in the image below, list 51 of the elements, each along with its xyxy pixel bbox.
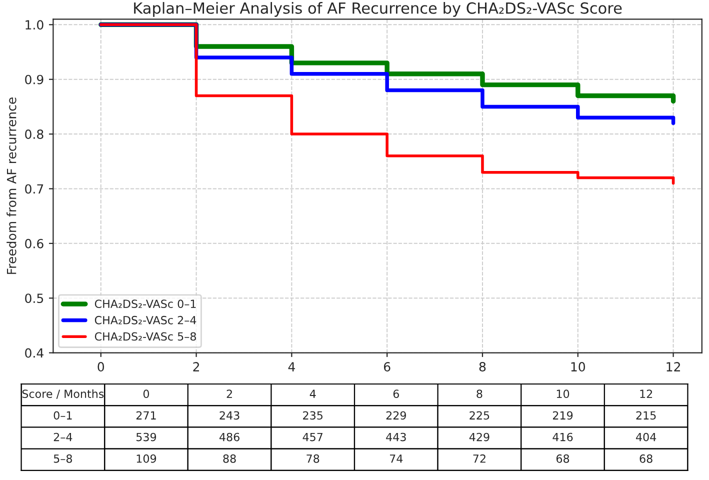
data-label: 225 (470, 411, 490, 420)
x-tick-label: 0 (143, 390, 150, 398)
y-tick-label: 0.8 (25, 130, 44, 139)
data-label: 78 (306, 454, 320, 463)
data-label: 215 (636, 411, 656, 420)
data-label: 416 (552, 432, 573, 442)
x-tick-label: 12 (666, 362, 680, 372)
data-label: 219 (552, 411, 573, 420)
y-tick-label: 1.0 (26, 20, 44, 30)
y-tick-label: 0.6 (25, 238, 44, 248)
legend-label: CHA₂DS₂-VASc 0–1 (94, 300, 196, 308)
y-tick-label: 0.5 (25, 294, 44, 304)
data-label: 109 (136, 454, 156, 463)
x-tick-label: 8 (479, 362, 486, 372)
chart-title: Kaplan–Meier Analysis of AF Recurrence by CHA₂DS₂-VASc Score (134, 2, 622, 17)
data-label: 229 (386, 411, 406, 420)
data-label: 243 (220, 411, 240, 420)
data-label: 443 (386, 432, 406, 442)
x-tick-label: 4 (288, 362, 295, 372)
x-tick-label: 4 (310, 390, 316, 398)
x-tick-label: 10 (571, 362, 586, 372)
data-label: 72 (473, 454, 486, 463)
x-tick-label: 10 (556, 390, 570, 398)
data-label: 539 (136, 432, 156, 442)
x-tick-label: 0 (98, 362, 104, 372)
data-label: 457 (302, 432, 322, 442)
x-tick-label: 2 (193, 362, 200, 372)
y-tick-label: 0–1 (54, 411, 72, 420)
y-tick-label: 5–8 (54, 454, 72, 463)
legend-label: CHA₂DS₂-VASc 2–4 (94, 316, 196, 324)
data-label: 235 (303, 411, 322, 420)
y-tick-label: 0.7 (25, 184, 44, 194)
data-label: 429 (469, 432, 490, 442)
data-label: 88 (223, 454, 236, 463)
data-label: 404 (636, 432, 656, 442)
x-tick-label: 8 (476, 390, 482, 398)
y-axis-title: Score / Months (22, 389, 104, 399)
y-tick-label: 0.9 (25, 74, 44, 84)
legend-label: CHA₂DS₂-VASc 5–8 (94, 332, 196, 341)
data-label: 68 (556, 454, 570, 463)
y-axis-title: Freedom from AF recurrence (6, 98, 16, 274)
x-tick-label: 2 (226, 390, 232, 398)
data-label: 74 (390, 454, 403, 463)
x-tick-label: 12 (640, 390, 652, 398)
data-label: 271 (136, 411, 156, 420)
y-tick-label: 2–4 (54, 432, 72, 442)
y-tick-label: 0.4 (25, 348, 44, 358)
data-label: 486 (219, 432, 240, 442)
x-tick-label: 6 (393, 390, 399, 398)
data-label: 68 (640, 454, 652, 463)
x-tick-label: 6 (384, 362, 390, 372)
